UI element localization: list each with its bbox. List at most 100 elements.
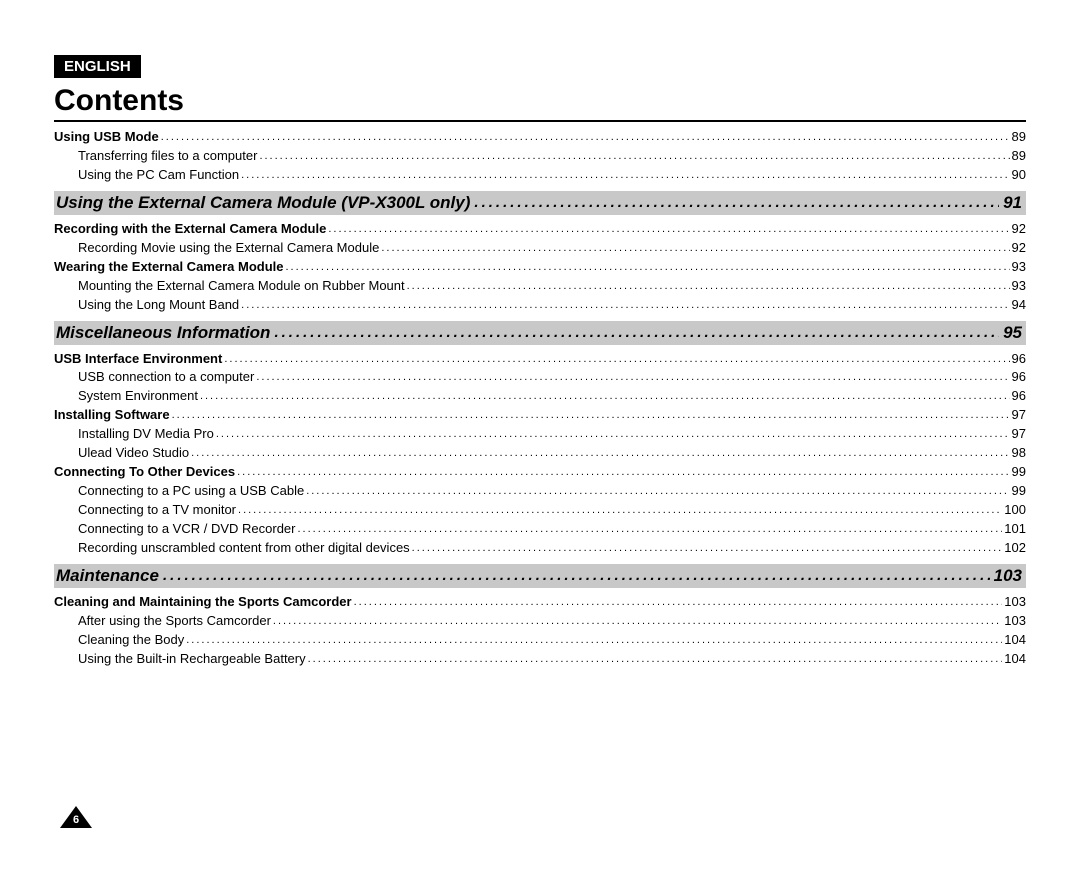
toc-entry: Using the Long Mount Band...............… (54, 296, 1026, 315)
toc-entry-label: Ulead Video Studio (78, 444, 189, 463)
toc-entry-label: After using the Sports Camcorder (78, 612, 271, 631)
toc-entry: Cleaning and Maintaining the Sports Camc… (54, 593, 1026, 612)
toc-entry-label: Cleaning the Body (78, 631, 184, 650)
toc-entry: Using USB Mode..........................… (54, 128, 1026, 147)
toc-entry-label: Mounting the External Camera Module on R… (78, 277, 405, 296)
toc-entry-label: Using USB Mode (54, 128, 159, 147)
toc-leader-dots: ........................................… (161, 130, 1010, 146)
page-title: Contents (54, 84, 1026, 118)
toc-leader-dots: ........................................… (238, 503, 1002, 519)
toc-entry-page: 97 (1012, 406, 1026, 425)
toc-leader-dots: ........................................… (412, 541, 1003, 557)
toc-entry-label: Recording unscrambled content from other… (78, 539, 410, 558)
toc-leader-dots: ........................................… (241, 168, 1009, 184)
toc-leader-dots: ........................................… (286, 260, 1010, 276)
toc-entry-label: Connecting To Other Devices (54, 463, 235, 482)
toc-entry: USB connection to a computer............… (54, 368, 1026, 387)
toc-leader-dots: ........................................… (381, 241, 1009, 257)
toc-entry-page: 104 (1004, 631, 1026, 650)
toc-leader-dots: ........................................… (274, 324, 999, 341)
toc-leader-dots: ........................................… (237, 465, 1009, 481)
toc-entry-label: Installing DV Media Pro (78, 425, 214, 444)
toc-section-label: Maintenance (54, 566, 159, 586)
toc-entry-page: 96 (1012, 387, 1026, 406)
toc-leader-dots: ........................................… (163, 567, 990, 584)
toc-entry: Installing Software.....................… (54, 406, 1026, 425)
page-number: 6 (70, 814, 82, 826)
toc-section-page: 91 (1003, 193, 1026, 213)
toc-section-label: Miscellaneous Information (54, 323, 270, 343)
toc-entry-page: 96 (1012, 350, 1026, 369)
toc-entry-page: 99 (1012, 482, 1026, 501)
toc-leader-dots: ........................................… (328, 222, 1009, 238)
toc-entry-page: 93 (1012, 258, 1026, 277)
toc-entry-label: Connecting to a PC using a USB Cable (78, 482, 304, 501)
toc-leader-dots: ........................................… (259, 149, 1009, 165)
toc-section-heading: Maintenance ............................… (54, 564, 1026, 588)
toc-leader-dots: ........................................… (256, 370, 1009, 386)
toc-entry: Recording unscrambled content from other… (54, 539, 1026, 558)
toc-leader-dots: ........................................… (186, 633, 1002, 649)
toc-entry-page: 96 (1012, 368, 1026, 387)
toc-entry-label: Wearing the External Camera Module (54, 258, 284, 277)
toc-leader-dots: ........................................… (191, 446, 1009, 462)
toc-entry-label: Using the PC Cam Function (78, 166, 239, 185)
toc-entry: Recording with the External Camera Modul… (54, 220, 1026, 239)
table-of-contents: Using USB Mode..........................… (54, 128, 1026, 669)
toc-entry-page: 92 (1012, 220, 1026, 239)
toc-entry: USB Interface Environment...............… (54, 350, 1026, 369)
toc-leader-dots: ........................................… (172, 408, 1010, 424)
toc-entry: Using the PC Cam Function...............… (54, 166, 1026, 185)
toc-entry-label: USB connection to a computer (78, 368, 254, 387)
toc-entry: Transferring files to a computer........… (54, 147, 1026, 166)
toc-entry-page: 92 (1012, 239, 1026, 258)
toc-entry-label: Connecting to a VCR / DVD Recorder (78, 520, 295, 539)
toc-leader-dots: ........................................… (306, 484, 1009, 500)
toc-leader-dots: ........................................… (354, 595, 1003, 611)
toc-section-label: Using the External Camera Module (VP-X30… (54, 193, 470, 213)
page-number-marker: 6 (60, 806, 92, 828)
toc-entry: Using the Built-in Rechargeable Battery.… (54, 650, 1026, 669)
toc-entry-page: 97 (1012, 425, 1026, 444)
toc-entry-label: Transferring files to a computer (78, 147, 257, 166)
toc-entry-label: Using the Long Mount Band (78, 296, 239, 315)
toc-entry: Ulead Video Studio......................… (54, 444, 1026, 463)
title-underline (54, 120, 1026, 122)
toc-entry-page: 90 (1012, 166, 1026, 185)
toc-section-heading: Miscellaneous Information ..............… (54, 321, 1026, 345)
toc-leader-dots: ........................................… (407, 279, 1010, 295)
toc-entry-page: 100 (1004, 501, 1026, 520)
toc-entry-page: 93 (1012, 277, 1026, 296)
toc-leader-dots: ........................................… (216, 427, 1010, 443)
toc-entry-label: Connecting to a TV monitor (78, 501, 236, 520)
toc-entry-page: 102 (1004, 539, 1026, 558)
toc-entry-page: 104 (1004, 650, 1026, 669)
language-badge: ENGLISH (54, 55, 141, 78)
toc-entry: Cleaning the Body.......................… (54, 631, 1026, 650)
toc-entry-label: Recording with the External Camera Modul… (54, 220, 326, 239)
toc-section-heading: Using the External Camera Module (VP-X30… (54, 191, 1026, 215)
toc-leader-dots: ........................................… (297, 522, 1002, 538)
toc-entry: Connecting to a VCR / DVD Recorder......… (54, 520, 1026, 539)
toc-section-page: 95 (1003, 323, 1026, 343)
toc-entry-page: 101 (1004, 520, 1026, 539)
toc-entry-page: 98 (1012, 444, 1026, 463)
toc-entry-label: Recording Movie using the External Camer… (78, 239, 379, 258)
toc-entry-label: Using the Built-in Rechargeable Battery (78, 650, 306, 669)
toc-entry: Connecting To Other Devices.............… (54, 463, 1026, 482)
toc-entry: Installing DV Media Pro.................… (54, 425, 1026, 444)
toc-entry-page: 99 (1012, 463, 1026, 482)
toc-entry: Recording Movie using the External Camer… (54, 239, 1026, 258)
toc-entry: System Environment......................… (54, 387, 1026, 406)
toc-entry: Wearing the External Camera Module......… (54, 258, 1026, 277)
toc-leader-dots: ........................................… (474, 194, 999, 211)
toc-entry-label: System Environment (78, 387, 198, 406)
toc-section-page: 103 (994, 566, 1026, 586)
toc-entry-page: 103 (1004, 612, 1026, 631)
toc-entry-page: 89 (1012, 147, 1026, 166)
document-page: ENGLISH Contents Using USB Mode.........… (0, 0, 1080, 888)
toc-entry: Mounting the External Camera Module on R… (54, 277, 1026, 296)
toc-leader-dots: ........................................… (200, 389, 1010, 405)
toc-entry-page: 94 (1012, 296, 1026, 315)
toc-entry: After using the Sports Camcorder........… (54, 612, 1026, 631)
